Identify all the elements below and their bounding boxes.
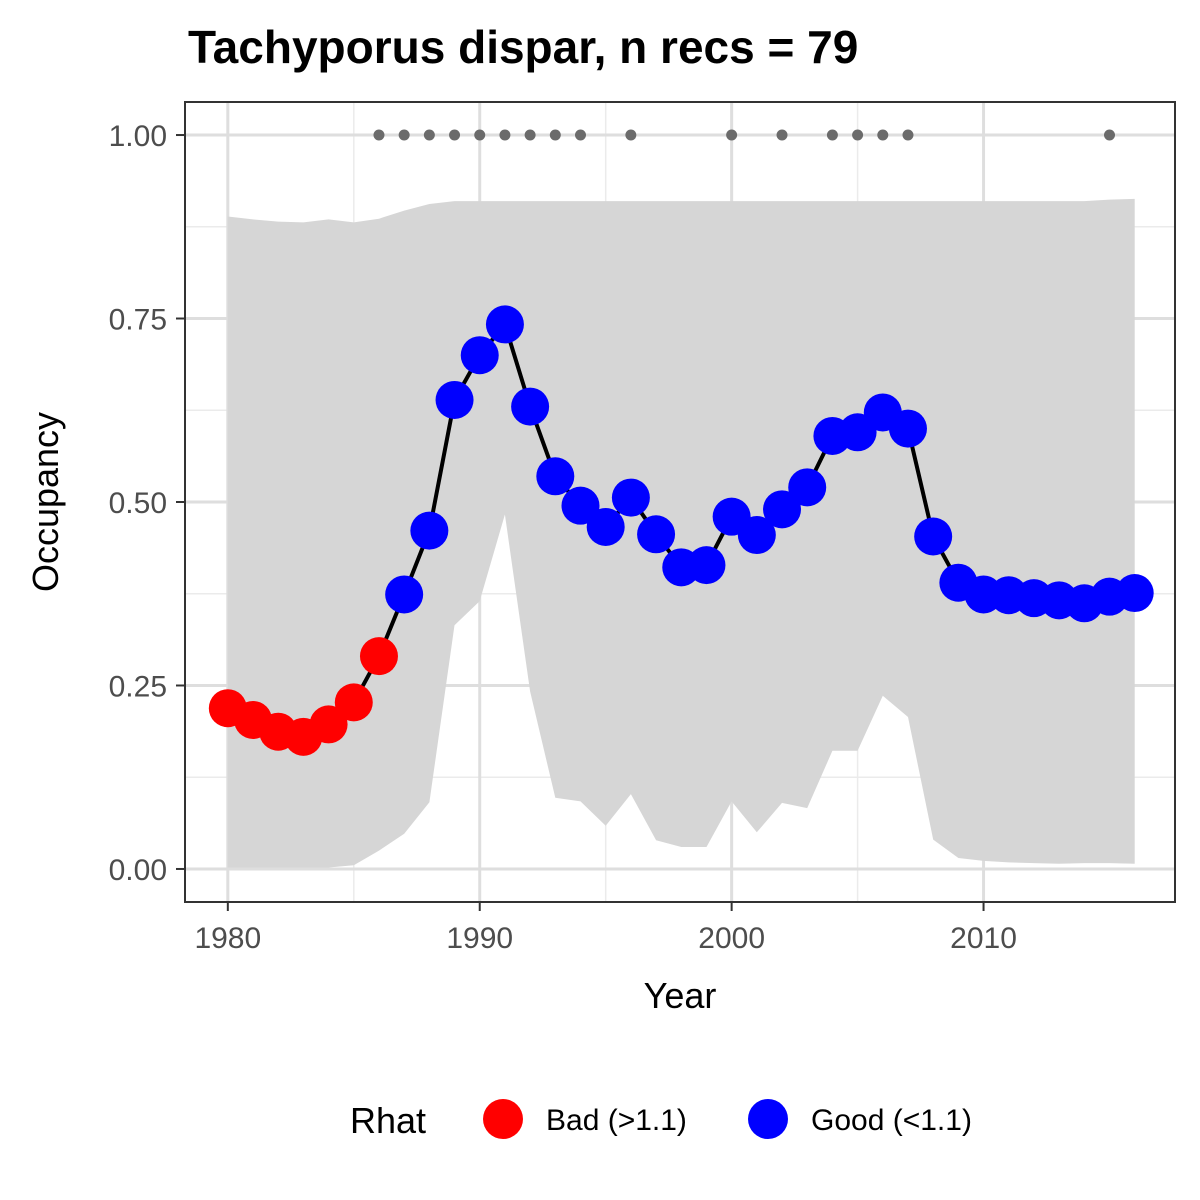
record-dot (474, 129, 486, 141)
x-axis: 1980 1990 2000 2010 (194, 902, 1017, 955)
data-point (611, 478, 650, 517)
record-dot (902, 129, 914, 141)
record-dot (423, 129, 435, 141)
record-dot (398, 129, 410, 141)
record-dot (373, 129, 385, 141)
record-dot (726, 129, 738, 141)
record-dots (373, 129, 1116, 141)
data-point (511, 387, 550, 426)
data-point (485, 305, 524, 344)
record-dot (826, 129, 838, 141)
record-dot (524, 129, 536, 141)
y-tick-label: 1.00 (109, 120, 167, 153)
x-tick-label: 2000 (698, 922, 765, 955)
chart-title: Tachyporus dispar, n recs = 79 (188, 21, 858, 73)
x-tick-label: 1990 (446, 922, 513, 955)
data-point (637, 515, 676, 554)
record-dot (852, 129, 864, 141)
x-axis-title: Year (644, 975, 717, 1016)
y-axis-title: Occupancy (25, 412, 66, 592)
legend: Rhat Bad (>1.1) Good (<1.1) (350, 1099, 972, 1141)
plot-panel (184, 101, 1176, 903)
legend-title: Rhat (350, 1100, 426, 1141)
data-point (334, 683, 373, 722)
data-point (561, 486, 600, 525)
record-dot (1104, 129, 1116, 141)
y-tick-label: 0.25 (109, 670, 167, 703)
data-point (888, 409, 927, 448)
record-dot (499, 129, 511, 141)
occupancy-points (208, 305, 1154, 756)
data-point (1115, 574, 1154, 613)
record-dot (549, 129, 561, 141)
record-dot (449, 129, 461, 141)
data-point (788, 468, 827, 507)
data-point (359, 637, 398, 676)
legend-key-good (748, 1099, 788, 1139)
record-dot (877, 129, 889, 141)
data-point (385, 575, 424, 614)
data-point (914, 517, 953, 556)
data-point (536, 457, 575, 496)
legend-label-good: Good (<1.1) (811, 1104, 972, 1137)
legend-key-bad (483, 1099, 523, 1139)
data-point (687, 546, 726, 585)
record-dot (574, 129, 586, 141)
legend-label-bad: Bad (>1.1) (546, 1104, 687, 1137)
x-tick-label: 1980 (194, 922, 261, 955)
data-point (460, 336, 499, 375)
x-tick-label: 2010 (950, 922, 1017, 955)
y-tick-label: 0.00 (109, 854, 167, 887)
data-point (737, 516, 776, 555)
data-point (435, 380, 474, 419)
y-axis: 0.00 0.25 0.50 0.75 1.00 (109, 120, 185, 887)
data-point (410, 511, 449, 550)
credible-interval-ribbon (227, 198, 1135, 868)
data-point (309, 705, 348, 744)
record-dot (776, 129, 788, 141)
record-dot (625, 129, 637, 141)
data-point (763, 490, 802, 529)
y-tick-label: 0.50 (109, 487, 167, 520)
y-tick-label: 0.75 (109, 304, 167, 337)
data-point (586, 507, 625, 546)
